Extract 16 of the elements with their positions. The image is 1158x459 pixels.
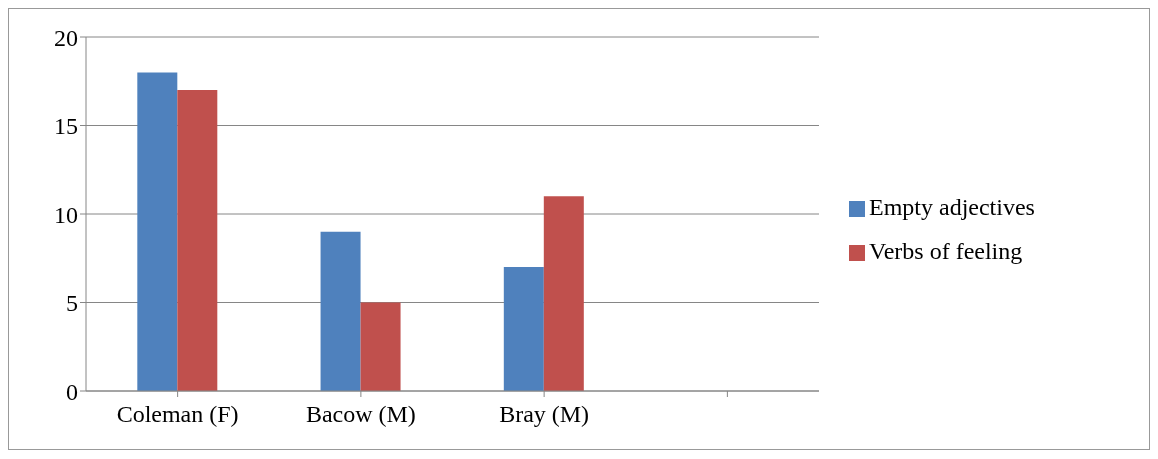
x-tick-label: Bacow (M) [305, 401, 416, 428]
bar [543, 196, 584, 391]
bar [137, 72, 178, 391]
y-tick-label: 0 [66, 378, 78, 405]
y-tick-label: 5 [66, 290, 78, 317]
y-tick-label: 15 [54, 113, 78, 140]
legend-label: Empty adjectives [869, 194, 1035, 220]
legend-label: Verbs of feeling [869, 238, 1023, 264]
x-tick-label: Bray (M) [499, 401, 590, 428]
bar [360, 302, 401, 391]
y-tick-label: 10 [54, 201, 78, 228]
y-tick-label: 20 [54, 24, 78, 51]
x-tick-label: Coleman (F) [116, 401, 239, 428]
bar [320, 231, 361, 391]
bar [503, 267, 544, 391]
bar [177, 90, 218, 391]
